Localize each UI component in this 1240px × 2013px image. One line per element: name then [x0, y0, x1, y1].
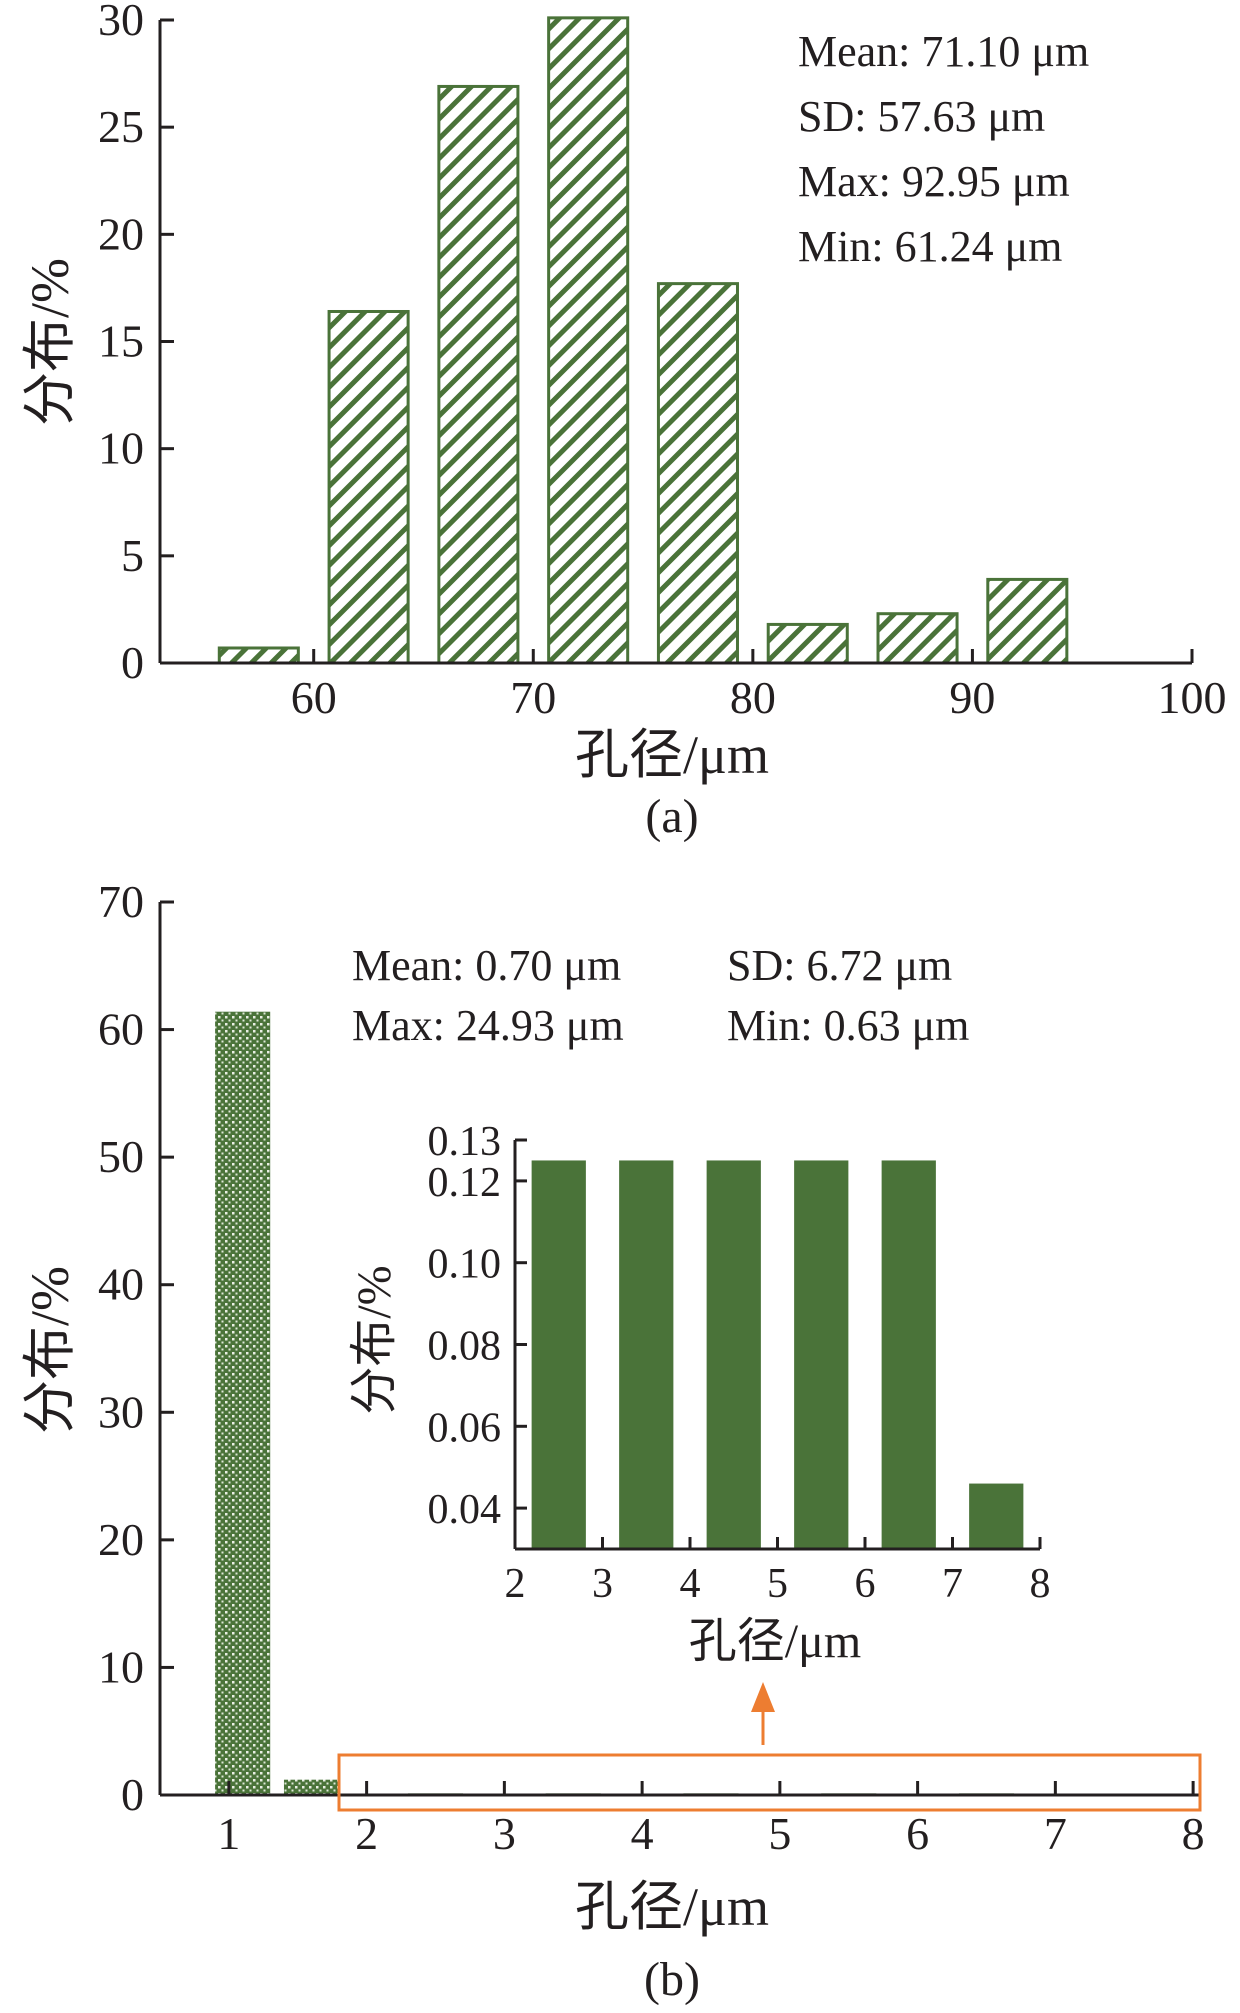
x-tick-label-a: 100 — [1158, 672, 1227, 723]
bar-b-inset-5 — [881, 1160, 936, 1549]
y-tick-label-a: 25 — [98, 101, 144, 152]
x-tick-label-b: 4 — [631, 1808, 654, 1859]
bar-a-6 — [766, 622, 849, 665]
bar-a-1 — [217, 646, 300, 665]
bar-group-a — [217, 16, 1069, 665]
stats-box-b: Mean: 0.70 μm Max: 24.93 μm SD: 6.72 μm … — [352, 941, 969, 1050]
y-tick-label-b-inset: 0.06 — [428, 1405, 502, 1451]
caption-a: (a) — [645, 790, 698, 843]
bar-b-inset-3 — [706, 1160, 761, 1549]
x-tick-label-b-inset: 7 — [942, 1561, 963, 1607]
y-tick-label-b: 10 — [98, 1641, 144, 1692]
y-tick-label-b-inset: 0.08 — [428, 1324, 502, 1370]
bar-group-inset — [531, 1160, 1024, 1549]
inset-chart: 0.04 0.06 0.08 0.10 0.120.13 2 3 4 5 6 7 8 孔径/μm 分… — [348, 1119, 1051, 1668]
y-tick-label-b: 60 — [98, 1004, 144, 1055]
caption-b: (b) — [644, 1953, 700, 2006]
y-tick-label-a: 20 — [98, 208, 144, 259]
stat-mean-a: Mean: 71.10 μm — [798, 27, 1089, 76]
y-tick-label-b: 50 — [98, 1131, 144, 1182]
y-tick-label-b: 40 — [98, 1259, 144, 1310]
y-axis-label-a: 分布/% — [20, 258, 80, 426]
y-tick-label-a: 0 — [121, 637, 144, 688]
bar-a-4 — [547, 16, 630, 665]
x-tick-label-b: 3 — [493, 1808, 516, 1859]
stat-max-b: Max: 24.93 μm — [352, 1001, 624, 1050]
y-tick-label-a: 30 — [98, 0, 144, 45]
y-ticks-a: 0 5 10 15 20 25 30 — [98, 0, 174, 688]
x-tick-label-b: 1 — [217, 1808, 240, 1859]
stat-min-b: Min: 0.63 μm — [727, 1001, 969, 1050]
bar-b-inset-6 — [969, 1483, 1024, 1549]
bar-a-8 — [986, 577, 1069, 665]
zoom-arrow — [751, 1682, 775, 1745]
stat-sd-a: SD: 57.63 μm — [798, 92, 1045, 141]
y-tick-label-b: 70 — [98, 876, 144, 927]
y-tick-label-b-inset: 0.04 — [428, 1487, 502, 1533]
y-tick-label-b-inset: 0.13 — [428, 1119, 502, 1165]
stat-min-a: Min: 61.24 μm — [798, 222, 1062, 271]
x-tick-label-b-inset: 4 — [680, 1561, 701, 1607]
stat-max-a: Max: 92.95 μm — [798, 157, 1070, 206]
y-tick-label-b: 30 — [98, 1386, 144, 1437]
y-tick-label-a: 15 — [98, 316, 144, 367]
y-axis-label-inset: 分布/% — [348, 1265, 401, 1414]
bar-b-inset-2 — [619, 1160, 674, 1549]
stat-mean-b: Mean: 0.70 μm — [352, 941, 621, 990]
x-ticks-inset: 2 3 4 5 6 7 8 — [505, 1537, 1051, 1607]
x-tick-label-b: 7 — [1044, 1808, 1067, 1859]
y-tick-label-a: 10 — [98, 423, 144, 474]
x-tick-label-b-inset: 6 — [855, 1561, 876, 1607]
bar-a-7 — [876, 612, 959, 665]
y-ticks-inset: 0.04 0.06 0.08 0.10 0.120.13 — [428, 1119, 527, 1533]
x-axis-label-a: 孔径/μm — [575, 725, 769, 785]
y-tick-label-b: 20 — [98, 1514, 144, 1565]
x-tick-label-a: 90 — [949, 672, 995, 723]
y-tick-label-b-inset: 0.12 — [428, 1160, 502, 1206]
y-ticks-b: 0 10 20 30 40 50 60 70 — [98, 876, 174, 1820]
bar-a-3 — [437, 84, 520, 665]
y-tick-label-b-inset: 0.10 — [428, 1242, 502, 1288]
x-tick-label-b: 8 — [1182, 1808, 1205, 1859]
x-tick-label-a: 80 — [730, 672, 776, 723]
x-tick-label-b: 6 — [906, 1808, 929, 1859]
bar-b-inset-4 — [794, 1160, 849, 1549]
x-ticks-a: 60 70 80 90 100 — [291, 649, 1227, 723]
stats-box-a: Mean: 71.10 μm SD: 57.63 μm Max: 92.95 μ… — [798, 27, 1089, 271]
zoom-highlight-box — [337, 1753, 1202, 1812]
y-tick-label-a: 5 — [121, 530, 144, 581]
y-axis-label-b: 分布/% — [20, 1266, 80, 1434]
bar-b-2 — [283, 1779, 340, 1795]
x-tick-label-b: 2 — [355, 1808, 378, 1859]
x-tick-label-b-inset: 8 — [1030, 1561, 1051, 1607]
y-tick-label-b: 0 — [121, 1769, 144, 1820]
x-axis-label-inset: 孔径/μm — [689, 1615, 861, 1668]
x-axis-label-b: 孔径/μm — [575, 1877, 769, 1937]
x-tick-label-b-inset: 2 — [505, 1561, 526, 1607]
x-tick-label-b-inset: 3 — [592, 1561, 613, 1607]
bar-a-5 — [656, 282, 739, 665]
bar-b-1 — [215, 1011, 271, 1795]
x-tick-label-a: 70 — [510, 672, 556, 723]
x-ticks-b: 1 2 3 4 5 6 7 8 — [217, 1781, 1205, 1859]
bar-b-inset-1 — [531, 1160, 586, 1549]
x-tick-label-b-inset: 5 — [767, 1561, 788, 1607]
bar-group-b — [215, 1011, 1152, 1795]
bar-a-2 — [327, 309, 410, 665]
x-tick-label-b: 5 — [768, 1808, 791, 1859]
x-tick-label-a: 60 — [291, 672, 337, 723]
stat-sd-b: SD: 6.72 μm — [727, 941, 952, 990]
